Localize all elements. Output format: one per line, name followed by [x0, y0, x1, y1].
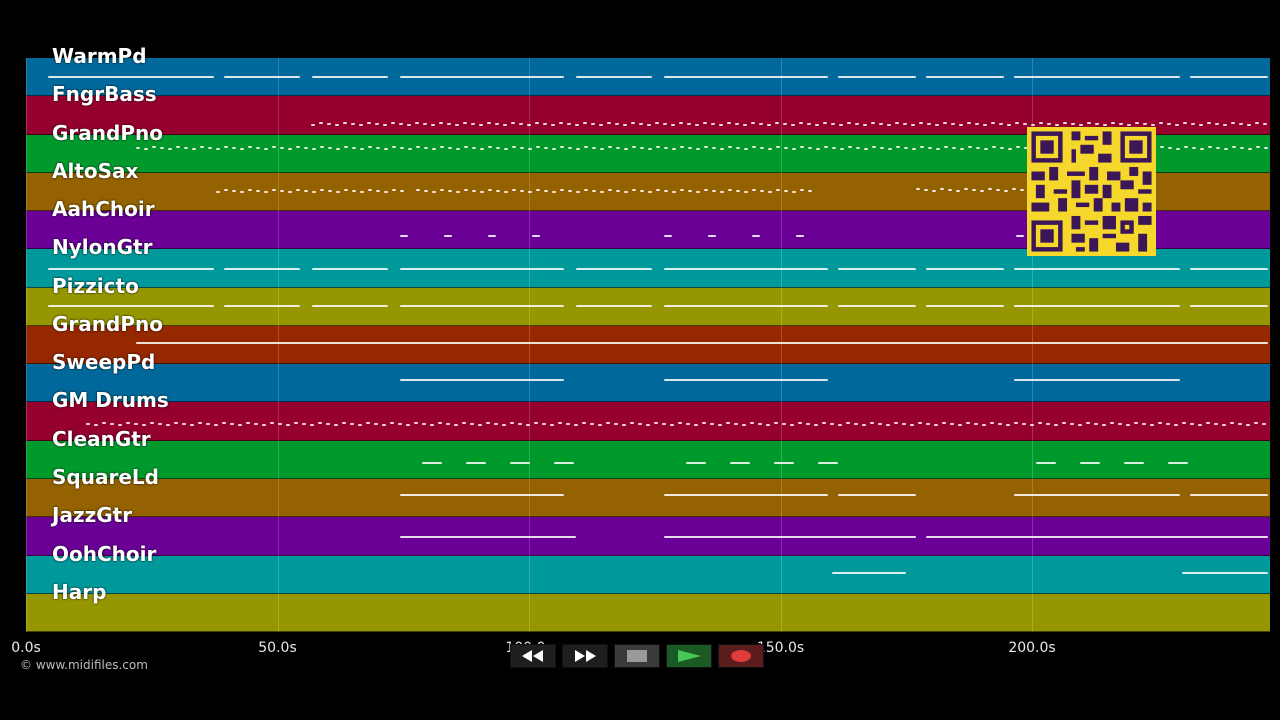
- track-label: NylonGtr: [52, 235, 153, 260]
- fast-forward-icon: [575, 650, 596, 662]
- track-label: CleanGtr: [52, 426, 151, 451]
- time-gridline: [277, 58, 279, 632]
- track-label: Pizzicto: [52, 273, 139, 298]
- track-lane: [26, 58, 1270, 97]
- time-gridline: [1032, 58, 1033, 632]
- track-label: AltoSax: [52, 158, 139, 183]
- time-gridline: [780, 58, 782, 632]
- time-gridline: [529, 58, 530, 632]
- track-lane: [26, 555, 1270, 594]
- copyright-text: © www.midifiles.com: [20, 658, 148, 672]
- track-lane: [26, 325, 1270, 365]
- track-label: WarmPd: [52, 44, 147, 68]
- time-tick-label: 0.0s: [11, 640, 41, 656]
- play-button[interactable]: [666, 644, 712, 668]
- track-lane: [26, 287, 1270, 326]
- track-label: JazzGtr: [52, 503, 133, 528]
- stop-icon: [627, 650, 647, 662]
- track-label: SquareLd: [52, 464, 159, 489]
- track-label: AahChoir: [52, 197, 155, 222]
- fast-forward-button[interactable]: [562, 644, 608, 668]
- rewind-button[interactable]: [510, 644, 556, 668]
- time-tick-label: 150.0s: [756, 640, 805, 656]
- track-lane: [26, 478, 1270, 518]
- record-icon: [731, 650, 751, 662]
- track-label: Harp: [52, 579, 107, 604]
- track-label: GM Drums: [52, 388, 169, 413]
- track-lane: [26, 364, 1270, 403]
- time-tick-label: 200.0s: [1008, 640, 1056, 656]
- track-label: GrandPno: [52, 311, 163, 336]
- track-label: OohChoir: [52, 541, 157, 566]
- rewind-icon: [522, 650, 543, 662]
- track-label: SweepPd: [52, 350, 156, 375]
- track-label: GrandPno: [52, 120, 163, 145]
- time-gridline: [26, 58, 27, 632]
- track-lane: [26, 517, 1270, 556]
- track-label: FngrBass: [52, 82, 157, 107]
- track-lane: [26, 402, 1270, 441]
- qr-code-icon: [1027, 127, 1156, 256]
- time-tick-label: 50.0s: [258, 640, 297, 656]
- stop-button[interactable]: [614, 644, 660, 668]
- play-icon: [678, 650, 701, 662]
- transport-controls: [510, 644, 764, 668]
- track-lane: [26, 440, 1270, 479]
- record-button[interactable]: [718, 644, 764, 668]
- track-lane: [26, 593, 1270, 633]
